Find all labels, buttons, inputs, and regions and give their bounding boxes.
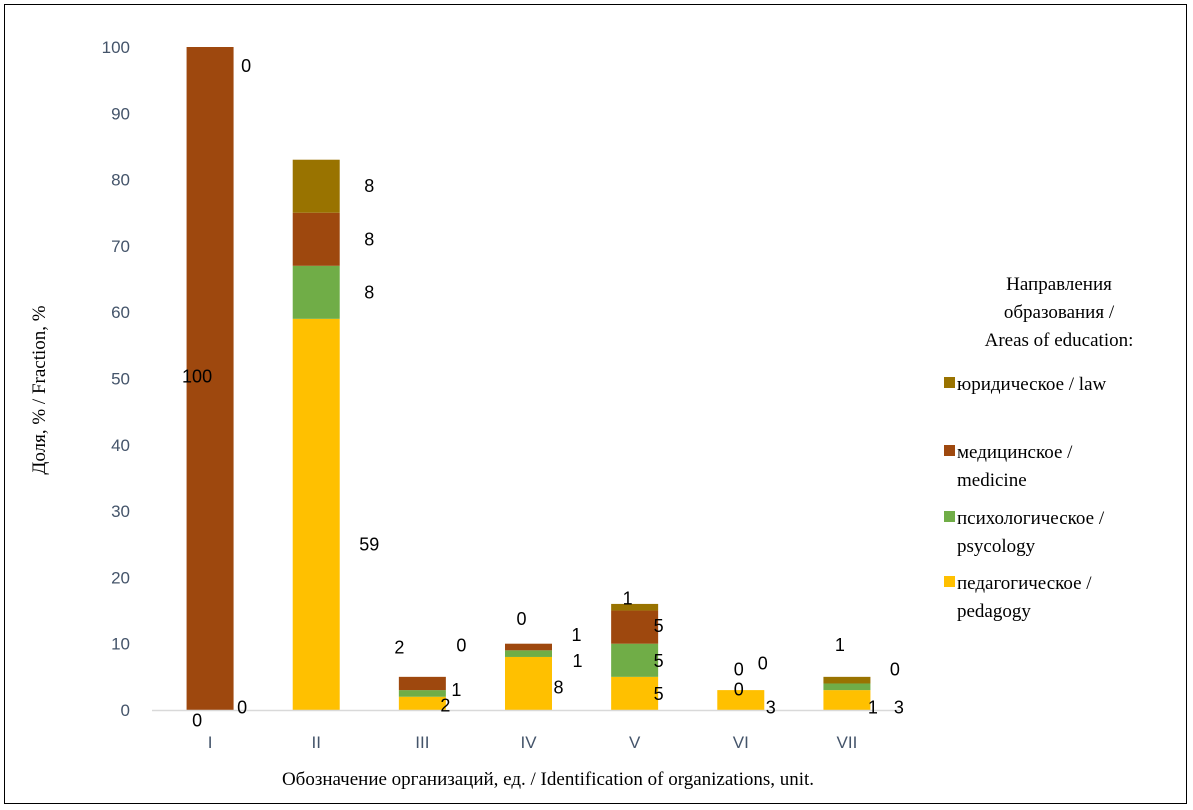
legend-item-label: психологическое / bbox=[957, 508, 1105, 529]
bar-segment-V-4 bbox=[611, 603, 659, 611]
y-tick-label: 20 bbox=[111, 568, 130, 587]
y-tick-label: 70 bbox=[111, 237, 130, 256]
data-label: 1 bbox=[868, 697, 878, 717]
data-label: 5 bbox=[654, 616, 664, 636]
data-label: 0 bbox=[734, 660, 744, 680]
legend-swatch bbox=[944, 445, 955, 456]
data-label: 5 bbox=[654, 651, 664, 671]
bar-segment-V-2 bbox=[611, 643, 659, 677]
data-label: 1 bbox=[571, 625, 581, 645]
legend-swatch bbox=[944, 511, 955, 522]
legend-item-label: pedagogy bbox=[957, 601, 1031, 622]
legend-title: Направления bbox=[1006, 274, 1112, 295]
data-label: 2 bbox=[440, 695, 450, 715]
legend: Направления образования / Areas of educati… bbox=[944, 274, 1133, 622]
data-label: 0 bbox=[758, 654, 768, 674]
data-label: 2 bbox=[394, 638, 404, 658]
data-label: 0 bbox=[192, 711, 202, 731]
data-label: 5 bbox=[654, 684, 664, 704]
bar-segment-V-1 bbox=[611, 676, 659, 710]
data-label: 1 bbox=[572, 651, 582, 671]
legend-item-label: педагогическое / bbox=[957, 573, 1092, 594]
data-label: 1 bbox=[623, 589, 633, 609]
y-axis-title: Доля, % / Fraction, % bbox=[29, 305, 50, 474]
bar-segment-II-4 bbox=[292, 159, 340, 213]
legend-swatch bbox=[944, 576, 955, 587]
bar-segment-VII-1 bbox=[823, 690, 871, 710]
bar-segment-III-2 bbox=[398, 690, 446, 697]
bar-segment-V-3 bbox=[611, 610, 659, 644]
data-label: 0 bbox=[516, 609, 526, 629]
bar-segment-II-2 bbox=[292, 265, 340, 319]
y-tick-label: 100 bbox=[102, 38, 130, 57]
y-axis-ticks: 0 10 20 30 40 50 60 70 80 90 100 bbox=[102, 38, 130, 720]
x-tick-label: IV bbox=[520, 733, 537, 752]
bar-segment-VI-1 bbox=[717, 690, 765, 710]
bar-segment-II-3 bbox=[292, 212, 340, 266]
y-tick-label: 40 bbox=[111, 436, 130, 455]
legend-item-label: psycology bbox=[957, 536, 1036, 557]
y-tick-label: 90 bbox=[111, 104, 130, 123]
x-tick-label: V bbox=[629, 733, 641, 752]
x-tick-label: I bbox=[208, 733, 213, 752]
data-label: 0 bbox=[456, 636, 466, 656]
legend-item-label: медицинское / bbox=[957, 442, 1073, 463]
bar-segment-VII-2 bbox=[823, 683, 871, 691]
y-tick-label: 0 bbox=[121, 701, 130, 720]
data-label: 8 bbox=[364, 176, 374, 196]
legend-title: образования / bbox=[1004, 302, 1115, 323]
legend-title: Areas of education: bbox=[985, 330, 1134, 351]
data-label: 59 bbox=[359, 534, 379, 554]
bar-segment-III-1 bbox=[398, 696, 446, 710]
x-axis-ticks: I II III IV V VI VII bbox=[208, 733, 858, 752]
data-label: 8 bbox=[364, 282, 374, 302]
data-label: 0 bbox=[890, 660, 900, 680]
y-tick-label: 10 bbox=[111, 635, 130, 654]
legend-swatch bbox=[944, 377, 955, 388]
data-label: 8 bbox=[364, 229, 374, 249]
legend-item-label: medicine bbox=[957, 470, 1027, 491]
bar-segment-III-3 bbox=[398, 676, 446, 691]
data-label: 0 bbox=[734, 679, 744, 699]
x-tick-label: VII bbox=[837, 733, 858, 752]
y-tick-label: 50 bbox=[111, 370, 130, 389]
bar-segment-I-3 bbox=[186, 47, 234, 710]
bar-segment-II-1 bbox=[292, 318, 340, 710]
data-label: 1 bbox=[835, 635, 845, 655]
bar-segment-IV-1 bbox=[505, 656, 552, 710]
y-tick-label: 80 bbox=[111, 171, 130, 190]
bars-group bbox=[186, 47, 871, 710]
data-label: 3 bbox=[894, 697, 904, 717]
x-tick-label: II bbox=[311, 733, 320, 752]
y-tick-label: 60 bbox=[111, 303, 130, 322]
data-label: 3 bbox=[766, 697, 776, 717]
x-tick-label: VI bbox=[733, 733, 749, 752]
y-tick-label: 30 bbox=[111, 502, 130, 521]
data-label: 0 bbox=[241, 56, 251, 76]
data-label: 100 bbox=[182, 366, 212, 386]
bar-segment-IV-2 bbox=[505, 650, 552, 657]
x-axis-title: Обозначение организаций, ед. / Identific… bbox=[282, 769, 814, 790]
data-label: 0 bbox=[237, 697, 247, 717]
bar-segment-IV-3 bbox=[505, 643, 552, 651]
data-label: 1 bbox=[451, 680, 461, 700]
bar-segment-VII-4 bbox=[823, 676, 871, 684]
legend-item-label: юридическое / law bbox=[957, 374, 1107, 395]
data-label: 8 bbox=[553, 677, 563, 697]
x-tick-label: III bbox=[415, 733, 429, 752]
